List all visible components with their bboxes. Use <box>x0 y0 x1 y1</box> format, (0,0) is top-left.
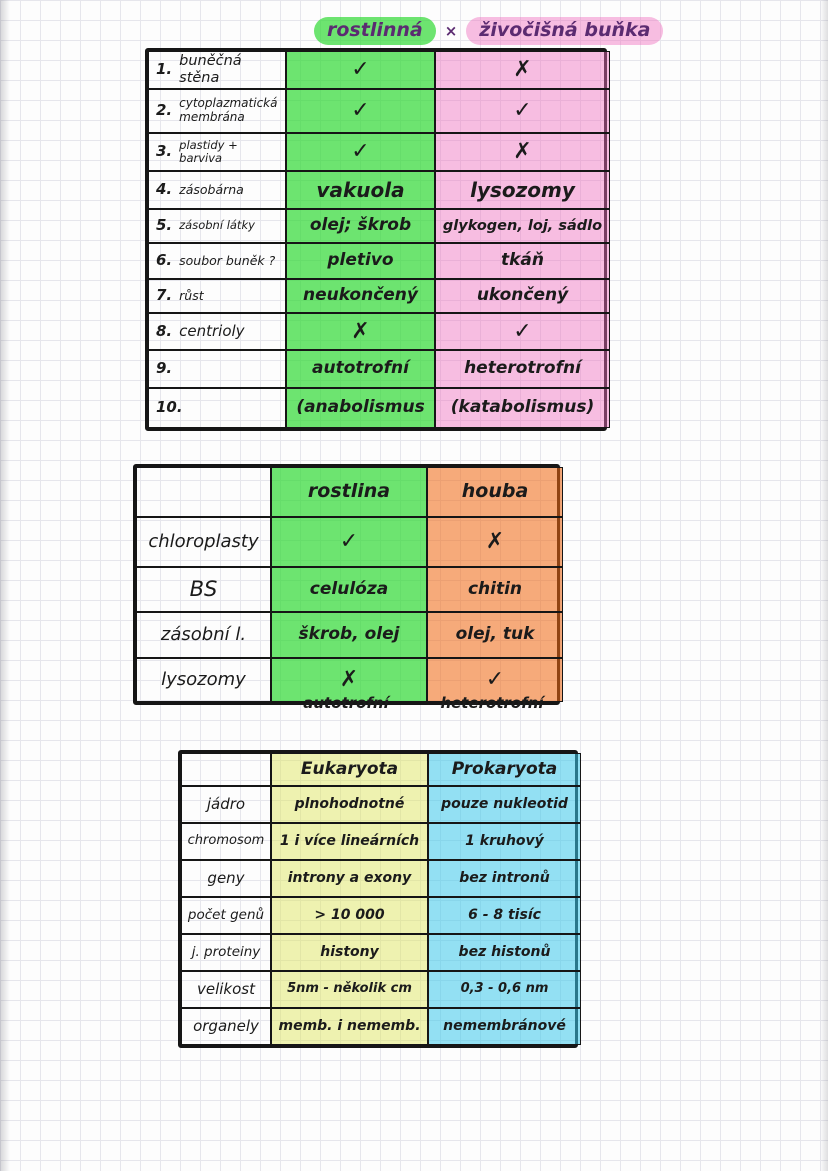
cell-animal-value: ✓ <box>435 313 610 350</box>
row-label: geny <box>181 860 271 897</box>
row-label: 8. centrioly <box>148 313 286 350</box>
cell-prokaryota-value: bez intronů <box>428 860 581 897</box>
row-label: 5. zásobní látky <box>148 209 286 243</box>
cell-plant-value: ✗ <box>271 658 427 702</box>
cell-plant-value: vakuola <box>286 171 435 209</box>
page-title: rostlinná × živočišná buňka <box>314 17 664 45</box>
cell-plant-value: ✓ <box>271 517 427 567</box>
cell-prokaryota-value: pouze nukleotid <box>428 786 581 823</box>
cell-prokaryota-value: nemembránové <box>428 1008 581 1045</box>
cell-fungus-value: ✓ <box>427 658 563 702</box>
column-header-eukaryota: Eukaryota <box>271 753 428 786</box>
row-label: chromosom <box>181 823 271 860</box>
cell-animal-value: tkáň <box>435 243 610 279</box>
cell-prokaryota-value: 0,3 - 0,6 nm <box>428 971 581 1008</box>
row-label: 4. zásobárna <box>148 171 286 209</box>
row-label: 1. buněčná stěna <box>148 51 286 89</box>
row-label: zásobní l. <box>136 612 271 658</box>
column-header-fungus: houba <box>427 467 563 517</box>
cell-eukaryota-value: histony <box>271 934 428 971</box>
cell-animal-value: heterotrofní <box>435 350 610 388</box>
footer-note-autotrophic: autotrofní <box>303 694 389 712</box>
cell-plant-value: ✗ <box>286 313 435 350</box>
row-label: lysozomy <box>136 658 271 702</box>
title-animal-highlight: živočišná buňka <box>466 17 664 45</box>
cell-plant-value: neukončený <box>286 279 435 313</box>
row-label: 6. soubor buněk ? <box>148 243 286 279</box>
table-plant-vs-animal-cell: 1. buněčná stěna ✓ ✗ 2. cytoplazmatická me… <box>145 48 610 431</box>
column-header-prokaryota: Prokaryota <box>428 753 581 786</box>
cell-prokaryota-value: bez histonů <box>428 934 581 971</box>
row-label: 9. <box>148 350 286 388</box>
cell-fungus-value: ✗ <box>427 517 563 567</box>
row-label: 10. <box>148 388 286 428</box>
cell-prokaryota-value: 1 kruhový <box>428 823 581 860</box>
row-label: 7. růst <box>148 279 286 313</box>
cell-animal-value: ukončený <box>435 279 610 313</box>
row-label: jádro <box>181 786 271 823</box>
corner-cell <box>181 753 271 786</box>
cell-eukaryota-value: 5nm - několik cm <box>271 971 428 1008</box>
footer-note-heterotrophic: heterotrofní <box>440 694 544 712</box>
cell-animal-value: lysozomy <box>435 171 610 209</box>
cell-plant-value: (anabolismus <box>286 388 435 428</box>
cell-plant-value: ✓ <box>286 51 435 89</box>
cell-eukaryota-value: introny a exony <box>271 860 428 897</box>
cell-eukaryota-value: plnohodnotné <box>271 786 428 823</box>
row-label: j. proteiny <box>181 934 271 971</box>
cell-animal-value: ✗ <box>435 51 610 89</box>
row-label: chloroplasty <box>136 517 271 567</box>
row-label: 2. cytoplazmatická membrána <box>148 89 286 133</box>
cell-eukaryota-value: > 10 000 <box>271 897 428 934</box>
cell-eukaryota-value: memb. i nememb. <box>271 1008 428 1045</box>
row-label: počet genů <box>181 897 271 934</box>
title-plant-highlight: rostlinná <box>314 17 436 45</box>
cell-animal-value: ✓ <box>435 89 610 133</box>
cell-plant-value: celulóza <box>271 567 427 612</box>
cell-plant-value: ✓ <box>286 133 435 171</box>
cell-animal-value: ✗ <box>435 133 610 171</box>
cell-plant-value: ✓ <box>286 89 435 133</box>
cell-plant-value: škrob, olej <box>271 612 427 658</box>
cell-prokaryota-value: 6 - 8 tisíc <box>428 897 581 934</box>
cell-fungus-value: olej, tuk <box>427 612 563 658</box>
cell-plant-value: olej; škrob <box>286 209 435 243</box>
table-plant-vs-fungus: rostlina houba chloroplasty ✓ ✗ BS celul… <box>133 464 563 705</box>
row-label: BS <box>136 567 271 612</box>
cell-animal-value: glykogen, loj, sádlo <box>435 209 610 243</box>
cell-plant-value: autotrofní <box>286 350 435 388</box>
title-versus-mark: × <box>444 22 458 40</box>
column-header-plant: rostlina <box>271 467 427 517</box>
table-eukaryota-vs-prokaryota: Eukaryota Prokaryota jádro plnohodnotné … <box>178 750 581 1048</box>
row-label: 3. plastidy + barviva <box>148 133 286 171</box>
cell-plant-value: pletivo <box>286 243 435 279</box>
row-label: organely <box>181 1008 271 1045</box>
corner-cell <box>136 467 271 517</box>
cell-animal-value: (katabolismus) <box>435 388 610 428</box>
cell-fungus-value: chitin <box>427 567 563 612</box>
cell-eukaryota-value: 1 i více lineárních <box>271 823 428 860</box>
row-label: velikost <box>181 971 271 1008</box>
